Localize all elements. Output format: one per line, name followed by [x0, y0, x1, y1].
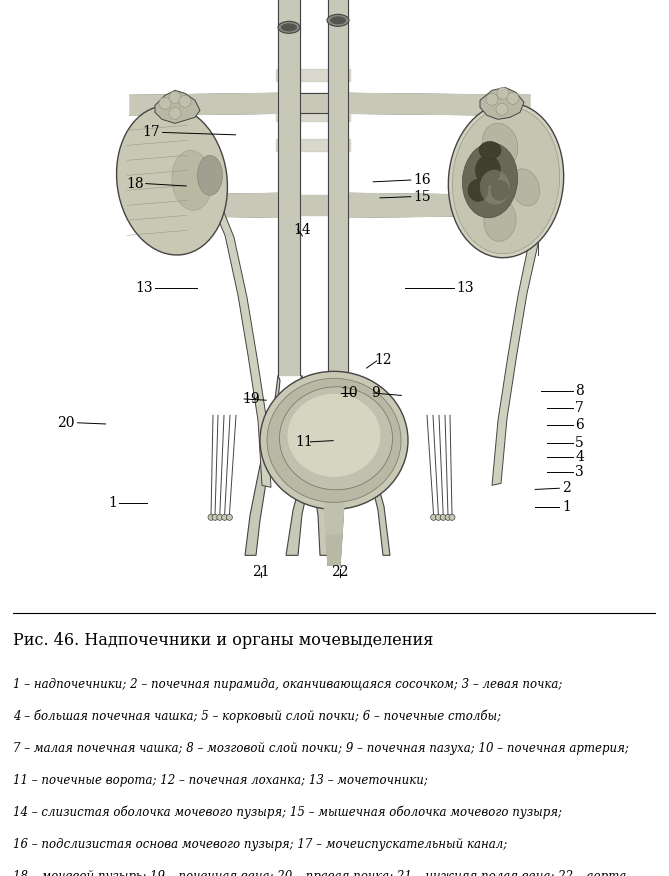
- Ellipse shape: [510, 169, 540, 206]
- Text: 16: 16: [413, 173, 431, 187]
- Ellipse shape: [278, 21, 300, 33]
- Text: 13: 13: [135, 281, 153, 295]
- Polygon shape: [492, 201, 555, 485]
- Circle shape: [179, 95, 191, 108]
- Text: 8: 8: [575, 385, 584, 399]
- Ellipse shape: [267, 378, 401, 502]
- Text: 4 – большая почечная чашка; 5 – корковый слой почки; 6 – почечные столбы;: 4 – большая почечная чашка; 5 – корковый…: [13, 710, 502, 724]
- Text: 15: 15: [413, 190, 431, 204]
- Text: 1: 1: [108, 496, 117, 510]
- Polygon shape: [348, 380, 390, 555]
- Polygon shape: [300, 195, 328, 215]
- Text: 12: 12: [375, 353, 392, 367]
- Ellipse shape: [479, 141, 501, 159]
- Text: 1 – надпочечники; 2 – почечная пирамида, оканчивающаяся сосочком; 3 – левая почк: 1 – надпочечники; 2 – почечная пирамида,…: [13, 678, 563, 691]
- Text: 6: 6: [575, 418, 584, 432]
- Text: 22: 22: [331, 565, 349, 579]
- Text: 5: 5: [575, 436, 584, 450]
- Ellipse shape: [468, 180, 488, 201]
- Circle shape: [208, 514, 214, 520]
- Polygon shape: [348, 94, 530, 116]
- Circle shape: [440, 514, 446, 520]
- Ellipse shape: [491, 180, 509, 201]
- Text: 9: 9: [371, 386, 380, 400]
- Ellipse shape: [260, 371, 408, 509]
- Ellipse shape: [330, 17, 346, 25]
- Polygon shape: [480, 88, 524, 119]
- Text: 18: 18: [126, 177, 144, 191]
- Ellipse shape: [464, 166, 496, 205]
- Ellipse shape: [281, 24, 297, 32]
- Polygon shape: [286, 380, 330, 555]
- Text: 10: 10: [341, 386, 358, 400]
- Polygon shape: [326, 535, 342, 565]
- Text: 2: 2: [562, 481, 571, 495]
- Circle shape: [445, 514, 451, 520]
- Ellipse shape: [327, 14, 349, 26]
- Circle shape: [159, 97, 171, 110]
- Circle shape: [169, 91, 181, 103]
- Text: 16 – подслизистая основа мочевого пузыря; 17 – мочеиспускательный канал;: 16 – подслизистая основа мочевого пузыря…: [13, 838, 508, 851]
- Circle shape: [169, 108, 181, 119]
- Polygon shape: [324, 502, 344, 535]
- Polygon shape: [328, 0, 348, 380]
- Polygon shape: [155, 90, 200, 124]
- Text: 11: 11: [295, 434, 313, 449]
- Text: 13: 13: [456, 281, 474, 295]
- Text: 1: 1: [562, 500, 571, 514]
- Ellipse shape: [452, 107, 560, 254]
- Ellipse shape: [462, 143, 518, 218]
- Polygon shape: [130, 94, 278, 116]
- Ellipse shape: [448, 103, 564, 258]
- Text: 18 – мочевой пузырь; 19 – почечная вена; 20 – правая почка; 21 – нижняя полая ве: 18 – мочевой пузырь; 19 – почечная вена;…: [13, 870, 627, 876]
- Circle shape: [449, 514, 455, 520]
- Text: 21: 21: [252, 565, 270, 579]
- Circle shape: [496, 103, 508, 116]
- Polygon shape: [245, 375, 280, 555]
- Polygon shape: [276, 110, 350, 122]
- Text: 14 – слизистая оболочка мочевого пузыря; 15 – мышечная оболочка мочевого пузыря;: 14 – слизистая оболочка мочевого пузыря;…: [13, 806, 563, 819]
- Polygon shape: [300, 94, 328, 113]
- Circle shape: [431, 514, 437, 520]
- Circle shape: [507, 92, 519, 104]
- Circle shape: [497, 88, 509, 99]
- Ellipse shape: [116, 106, 227, 255]
- Ellipse shape: [476, 155, 500, 186]
- Ellipse shape: [280, 387, 393, 490]
- Text: Рис. 46. Надпочечники и органы мочевыделения: Рис. 46. Надпочечники и органы мочевыдел…: [13, 632, 434, 648]
- Ellipse shape: [480, 170, 510, 205]
- Text: 14: 14: [294, 223, 311, 237]
- Text: 20: 20: [58, 416, 75, 430]
- Circle shape: [212, 514, 218, 520]
- Ellipse shape: [482, 124, 518, 167]
- Polygon shape: [210, 201, 271, 487]
- Text: 19: 19: [242, 392, 260, 406]
- Ellipse shape: [288, 394, 381, 477]
- Ellipse shape: [172, 151, 212, 210]
- Polygon shape: [300, 375, 328, 555]
- Text: 11 – почечные ворота; 12 – почечная лоханка; 13 – мочеточники;: 11 – почечные ворота; 12 – почечная лоха…: [13, 774, 428, 787]
- Polygon shape: [348, 194, 510, 217]
- Circle shape: [217, 514, 223, 520]
- Text: 7: 7: [575, 401, 584, 415]
- Circle shape: [226, 514, 232, 520]
- Text: 7 – малая почечная чашка; 8 – мозговой слой почки; 9 – почечная пазуха; 10 – поч: 7 – малая почечная чашка; 8 – мозговой с…: [13, 742, 630, 755]
- Text: 3: 3: [575, 465, 584, 479]
- Polygon shape: [276, 69, 350, 81]
- Circle shape: [436, 514, 442, 520]
- Text: 4: 4: [575, 450, 584, 464]
- Circle shape: [486, 94, 498, 105]
- Ellipse shape: [484, 200, 516, 241]
- Ellipse shape: [197, 155, 223, 195]
- Polygon shape: [276, 139, 350, 152]
- Polygon shape: [278, 0, 300, 375]
- Polygon shape: [155, 194, 278, 217]
- Text: 17: 17: [142, 125, 161, 139]
- Circle shape: [221, 514, 227, 520]
